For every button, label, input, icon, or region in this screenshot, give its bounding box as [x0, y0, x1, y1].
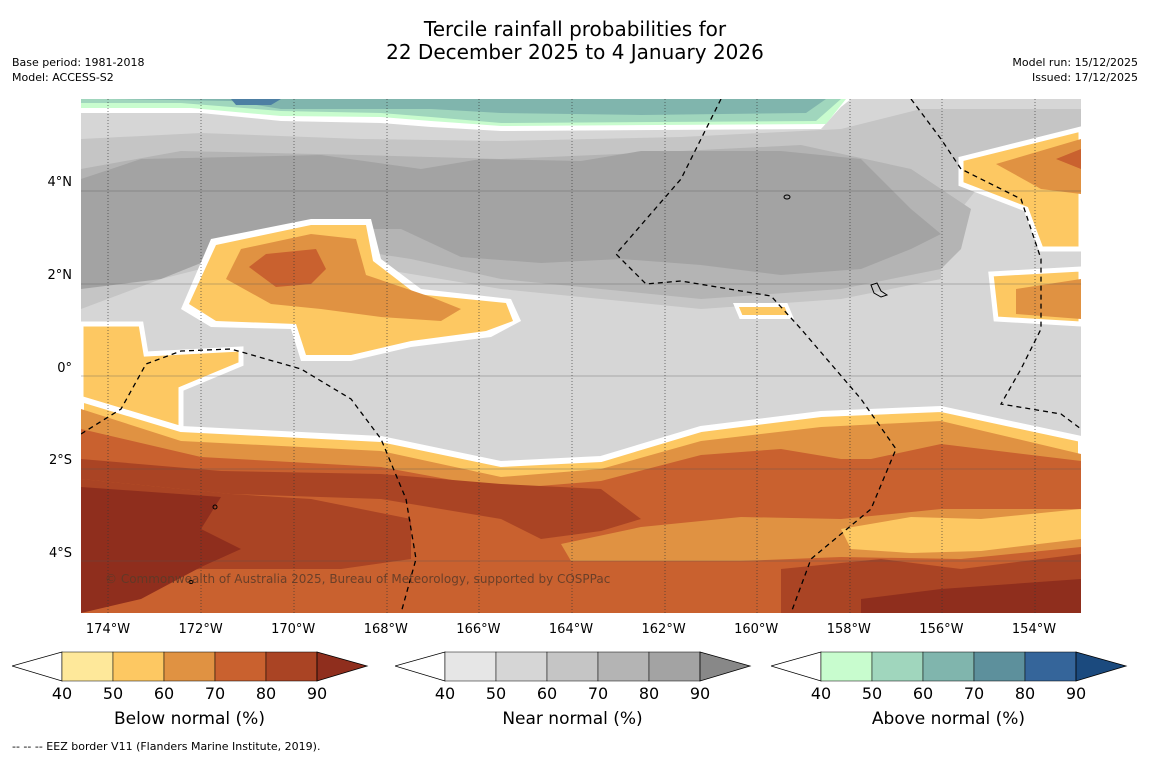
- colorbar-tick-label: 50: [485, 684, 507, 703]
- colorbar-tick-label: 70: [963, 684, 985, 703]
- island-markers: [188, 194, 889, 584]
- colorbar: [12, 651, 369, 682]
- lon-tick-label: 168°W: [363, 622, 408, 637]
- below-normal-60-east: [1016, 279, 1081, 319]
- lat-tick-label: 2°S: [48, 453, 72, 468]
- colorbar-segment: [495, 651, 548, 682]
- model-run: Model run: 15/12/2025: [1012, 56, 1138, 69]
- below-normal-patch-center: [733, 303, 794, 319]
- colorbar-tick-label: 80: [638, 684, 660, 703]
- colorbar-tick-label: 60: [912, 684, 934, 703]
- colorbar: [771, 651, 1128, 682]
- colorbar-tick-label: 40: [51, 684, 73, 703]
- lon-tick-label: 164°W: [548, 622, 594, 637]
- colorbar-extend-high: [316, 651, 369, 682]
- lat-tick-label: 4°S: [48, 546, 72, 561]
- colorbar-tick-label: 50: [102, 684, 124, 703]
- meta-right: Model run: 15/12/2025 Issued: 17/12/2025: [1012, 55, 1138, 85]
- lon-tick-label: 166°W: [456, 622, 501, 637]
- lon-tick-label: 160°W: [734, 622, 779, 637]
- title-line-1: Tercile rainfall probabilities for: [423, 17, 727, 41]
- colorbar-segment: [265, 651, 318, 682]
- below-normal-south-90c: [861, 579, 1081, 613]
- colorbar-title: Below normal (%): [114, 709, 265, 729]
- below-normal-south-80: [81, 459, 641, 539]
- colorbar-title: Above normal (%): [871, 709, 1026, 729]
- colorbar-segment: [597, 651, 650, 682]
- near-normal-80-north: [81, 151, 941, 289]
- copyright-notice: © Commonwealth of Australia 2025, Bureau…: [105, 572, 611, 586]
- colorbar-segment: [871, 651, 924, 682]
- lon-tick-label: 172°W: [178, 622, 223, 637]
- colorbar-segment: [214, 651, 267, 682]
- colorbar-extend-low: [771, 651, 822, 682]
- base-period: Base period: 1981-2018: [12, 56, 145, 69]
- colorbar-segment: [163, 651, 216, 682]
- colorbar-extend-high: [1075, 651, 1128, 682]
- colorbar-segment: [444, 651, 497, 682]
- lat-tick-label: 0°: [57, 361, 72, 376]
- colorbar: [395, 651, 752, 682]
- grid-lines: [81, 190, 1081, 562]
- colorbar-tick-label: 60: [536, 684, 558, 703]
- probability-map: [81, 99, 1081, 613]
- issued-date: Issued: 17/12/2025: [1031, 71, 1138, 84]
- colorbar-tick-label: 90: [306, 684, 328, 703]
- colorbar-segment: [922, 651, 975, 682]
- eez-borders: [81, 99, 1081, 613]
- colorbar-tick-label: 70: [587, 684, 609, 703]
- eez-footnote: -- -- -- EEZ border V11 (Flanders Marine…: [12, 740, 321, 753]
- below-normal-60-ne: [996, 139, 1081, 194]
- colorbar-segment: [973, 651, 1026, 682]
- map-title: Tercile rainfall probabilities for 22 De…: [0, 18, 1150, 64]
- lon-tick-label: 170°W: [271, 622, 316, 637]
- colorbar-tick-label: 90: [1065, 684, 1087, 703]
- colorbar-tick-label: 40: [810, 684, 832, 703]
- colorbar-segment: [820, 651, 873, 682]
- colorbar-tick-label: 40: [434, 684, 456, 703]
- title-line-2: 22 December 2025 to 4 January 2026: [386, 40, 764, 64]
- lon-tick-label: 158°W: [826, 622, 871, 637]
- lon-tick-label: 156°W: [919, 622, 964, 637]
- colorbar-tick-label: 90: [689, 684, 711, 703]
- colorbar-tick-label: 60: [153, 684, 175, 703]
- colorbar-tick-label: 50: [861, 684, 883, 703]
- below-normal-south-90: [81, 487, 241, 613]
- below-normal-70-ne: [1056, 149, 1081, 169]
- colorbar-segment: [61, 651, 114, 682]
- colorbar-tick-label: 80: [1014, 684, 1036, 703]
- below-normal-south-yellow: [841, 509, 1081, 553]
- colorbar-segment: [1024, 651, 1077, 682]
- above-normal-70-north: [111, 99, 826, 115]
- lon-tick-label: 174°W: [85, 622, 131, 637]
- lat-tick-label: 2°N: [47, 268, 73, 283]
- colorbar-tick-label: 80: [255, 684, 277, 703]
- lon-tick-label: 162°W: [641, 622, 686, 637]
- colorbar-segment: [648, 651, 701, 682]
- model-name: Model: ACCESS-S2: [12, 71, 114, 84]
- above-normal-80-north: [231, 99, 281, 105]
- colorbar-extend-low: [395, 651, 446, 682]
- colorbar-segment: [546, 651, 599, 682]
- colorbar-extend-high: [699, 651, 752, 682]
- colorbar-tick-label: 70: [204, 684, 226, 703]
- below-normal-70-north: [249, 249, 326, 287]
- meta-left: Base period: 1981-2018 Model: ACCESS-S2: [12, 55, 144, 85]
- lon-tick-label: 154°W: [1011, 622, 1057, 637]
- lat-tick-label: 4°N: [47, 175, 73, 190]
- colorbar-segment: [112, 651, 165, 682]
- colorbar-title: Near normal (%): [502, 709, 643, 729]
- colorbar-extend-low: [12, 651, 63, 682]
